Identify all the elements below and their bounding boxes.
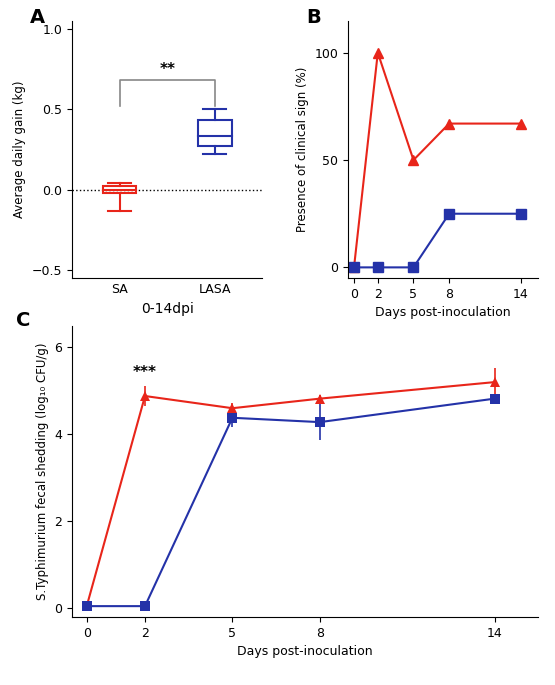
Y-axis label: Average daily gain (kg): Average daily gain (kg) <box>13 81 27 218</box>
Legend: SA, LASA: SA, LASA <box>231 630 379 652</box>
Text: B: B <box>306 8 321 27</box>
Legend: SA, LASA: SA, LASA <box>301 290 449 313</box>
Text: C: C <box>16 311 31 330</box>
Text: ***: *** <box>133 365 157 380</box>
Bar <box>103 186 137 192</box>
Text: **: ** <box>159 62 175 77</box>
Bar <box>198 121 231 146</box>
X-axis label: 0-14dpi: 0-14dpi <box>141 301 194 316</box>
X-axis label: Days post-inoculation: Days post-inoculation <box>375 306 511 319</box>
X-axis label: Days post-inoculation: Days post-inoculation <box>238 645 373 658</box>
Y-axis label: S.Typhimurium fecal shedding (log₁₀ CFU/g): S.Typhimurium fecal shedding (log₁₀ CFU/… <box>36 342 49 600</box>
Y-axis label: Presence of clinical sign (%): Presence of clinical sign (%) <box>296 66 309 232</box>
Text: A: A <box>31 8 46 27</box>
